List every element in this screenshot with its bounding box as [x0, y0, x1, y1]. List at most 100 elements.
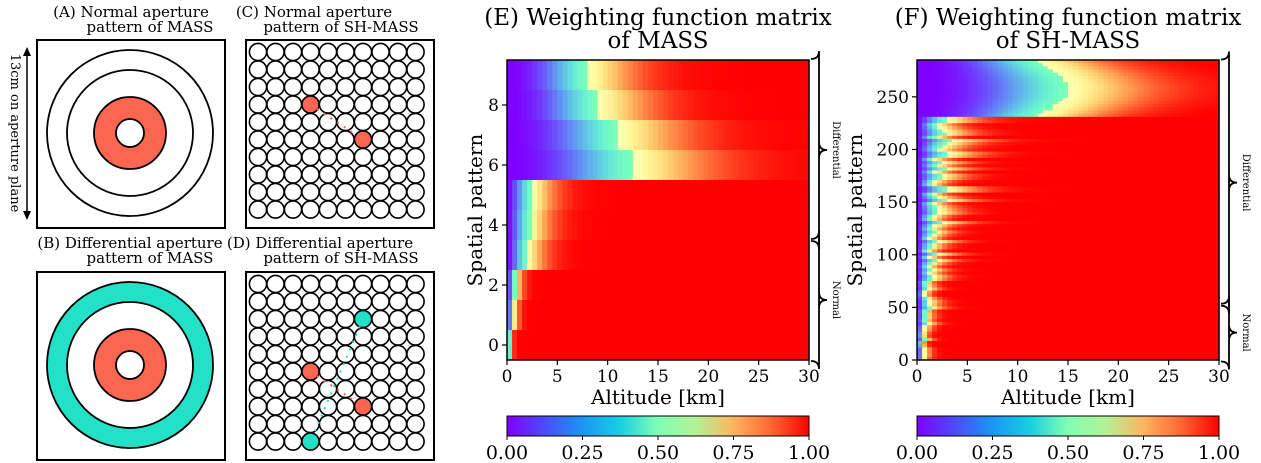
- heatmap-row: [1007, 72, 1014, 77]
- heatmap-row: [1133, 94, 1140, 99]
- heatmap-row: [773, 150, 780, 181]
- heatmap-row: [1042, 176, 1049, 181]
- heatmap-row: [1188, 123, 1195, 127]
- heatmap-row: [932, 145, 938, 149]
- heatmap-row: [1027, 120, 1034, 124]
- heatmap-row: [1198, 116, 1205, 121]
- heatmap-row: [1027, 208, 1034, 212]
- heatmap-row: [768, 150, 775, 181]
- heatmap-row: [1083, 94, 1089, 99]
- heatmap-row: [977, 265, 984, 269]
- heatmap-row: [1093, 240, 1099, 244]
- heatmap-row: [977, 205, 984, 209]
- heatmap-row: [1168, 145, 1175, 149]
- heatmap-row: [1148, 262, 1155, 266]
- heatmap-row: [1012, 75, 1019, 80]
- heatmap-row: [1007, 230, 1014, 235]
- heatmap-row: [1068, 252, 1074, 257]
- heatmap-row: [1047, 157, 1054, 162]
- heatmap-row: [658, 60, 664, 91]
- heatmap-row: [1138, 104, 1145, 108]
- heatmap-row: [1158, 138, 1165, 143]
- x-tick-label: 5: [552, 367, 563, 387]
- heatmap-row: [972, 82, 978, 86]
- heatmap-row: [1068, 78, 1074, 83]
- heatmap-row: [1183, 82, 1190, 86]
- heatmap-row: [1052, 221, 1059, 225]
- heatmap-row: [1078, 252, 1084, 257]
- heatmap-row: [1032, 75, 1039, 80]
- heatmap-row: [798, 60, 805, 91]
- heatmap-row: [1007, 236, 1014, 241]
- heatmap-row: [1128, 186, 1135, 190]
- heatmap-row: [1098, 126, 1104, 130]
- heatmap-row: [1042, 230, 1049, 235]
- heatmap-row: [1213, 262, 1220, 266]
- heatmap-row: [957, 161, 963, 165]
- heatmap-row: [1113, 202, 1119, 206]
- heatmap-row: [1022, 138, 1029, 143]
- heatmap-row: [1007, 69, 1014, 74]
- heatmap-row: [952, 221, 958, 225]
- heatmap-row: [1083, 205, 1089, 209]
- heatmap-row: [1173, 138, 1180, 143]
- heatmap-row: [1002, 173, 1009, 178]
- heatmap-row: [1128, 72, 1135, 77]
- heatmap-row: [1098, 110, 1104, 115]
- heatmap-row: [992, 233, 999, 238]
- heatmap-row: [1193, 180, 1200, 184]
- heatmap-row: [977, 176, 984, 181]
- heatmap-row: [1062, 255, 1069, 260]
- heatmap-row: [1128, 227, 1135, 231]
- heatmap-row: [1173, 230, 1180, 235]
- heatmap-row: [1128, 246, 1135, 250]
- heatmap-row: [1148, 214, 1155, 219]
- heatmap-row: [1002, 246, 1009, 250]
- heatmap-row: [1073, 233, 1079, 238]
- heatmap-row: [1007, 173, 1014, 178]
- heatmap-row: [1078, 78, 1084, 83]
- heatmap-row: [1002, 123, 1009, 127]
- heatmap-row: [967, 145, 973, 149]
- heatmap-row: [1193, 151, 1200, 156]
- heatmap-row: [1118, 107, 1124, 111]
- heatmap-row: [1163, 246, 1170, 250]
- heatmap-row: [1143, 116, 1150, 121]
- heatmap-row: [1113, 173, 1119, 178]
- heatmap-row: [1173, 221, 1180, 225]
- heatmap-row: [942, 101, 948, 105]
- heatmap-row: [1198, 132, 1205, 137]
- heatmap-row: [1163, 258, 1170, 263]
- heatmap-row: [1123, 258, 1129, 263]
- heatmap-row: [937, 249, 943, 254]
- heatmap-row: [1083, 104, 1089, 108]
- heatmap-row: [1128, 268, 1135, 272]
- heatmap-row: [1153, 227, 1160, 231]
- heatmap-row: [1158, 63, 1165, 67]
- chart-e-subtitle: of MASS: [608, 28, 709, 54]
- heatmap-row: [957, 145, 963, 149]
- heatmap-row: [1213, 243, 1220, 247]
- heatmap-row: [1198, 110, 1205, 115]
- heatmap-row: [1168, 243, 1175, 247]
- heatmap-row: [1143, 123, 1150, 127]
- heatmap-row: [1052, 183, 1059, 187]
- heatmap-row: [1012, 224, 1019, 228]
- heatmap-row: [1103, 180, 1109, 184]
- heatmap-row: [1047, 110, 1054, 115]
- heatmap-row: [1138, 91, 1145, 96]
- heatmap-row: [1062, 227, 1069, 231]
- heatmap-row: [1173, 104, 1180, 108]
- heatmap-row: [1073, 243, 1079, 247]
- heatmap-row: [1042, 101, 1049, 105]
- heatmap-row: [1062, 138, 1069, 143]
- heatmap-row: [1208, 170, 1215, 175]
- heatmap-row: [582, 300, 589, 331]
- heatmap-row: [917, 126, 923, 130]
- heatmap-row: [1208, 63, 1215, 67]
- heatmap-row: [957, 180, 963, 184]
- heatmap-row: [1073, 208, 1079, 212]
- heatmap-row: [1037, 69, 1044, 74]
- heatmap-row: [1198, 63, 1205, 67]
